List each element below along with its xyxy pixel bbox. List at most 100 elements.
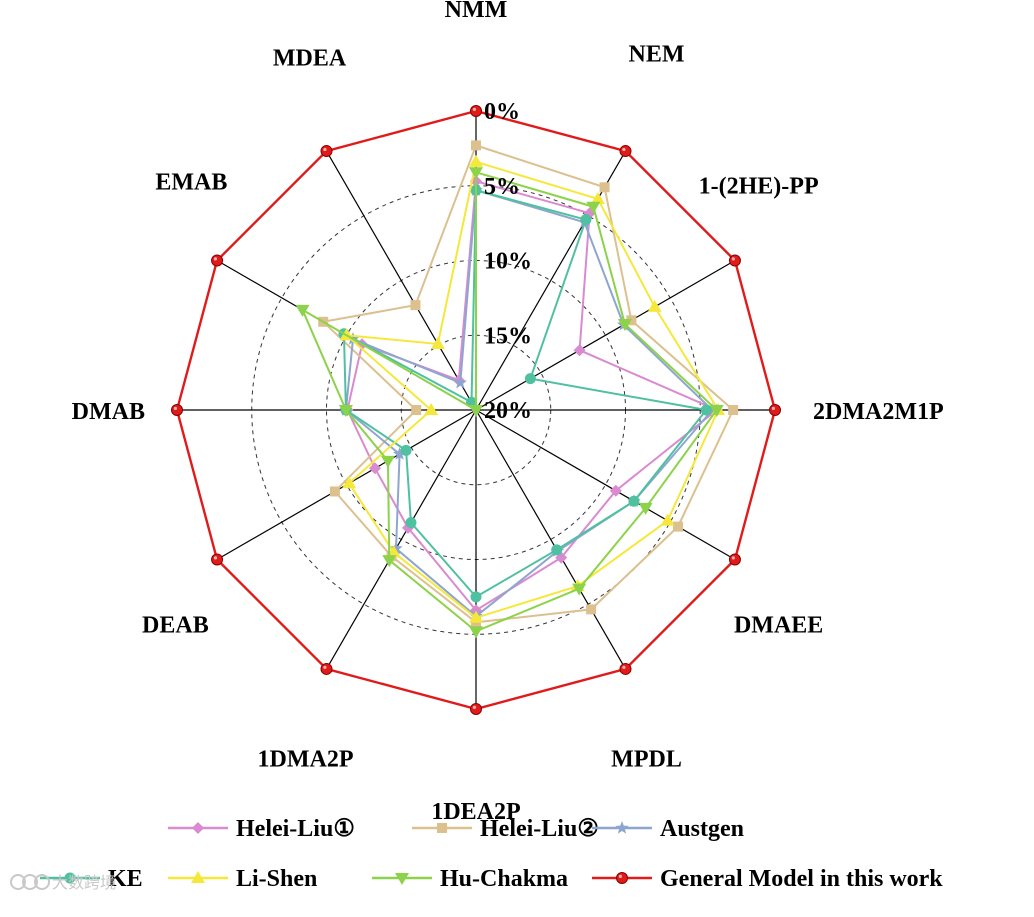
data-point: [469, 405, 483, 417]
data-point: [453, 375, 467, 389]
data-point: [660, 513, 675, 526]
legend-item: KE: [40, 866, 143, 892]
data-point: [320, 145, 333, 158]
data-point: [705, 403, 719, 416]
data-point-highlight: [213, 556, 218, 560]
radial-tick-label: 5%: [484, 174, 520, 200]
data-point: [728, 254, 741, 267]
axis-label: 2DMA2M1P: [813, 399, 944, 425]
series-layer: [171, 105, 781, 715]
data-point: [470, 105, 482, 117]
data-point: [647, 299, 662, 312]
data-point: [700, 404, 712, 416]
data-point-highlight: [323, 147, 327, 152]
axis-label: NEM: [629, 41, 685, 67]
axis-spoke: [325, 409, 477, 670]
axis-label: NMM: [445, 0, 508, 23]
legend-label: Helei-Liu①: [236, 816, 355, 842]
data-point: [615, 821, 629, 834]
data-point: [64, 872, 76, 884]
data-point-highlight: [472, 705, 476, 710]
series-general-model-in-this-work: [171, 105, 781, 715]
series-hu-chakma: [295, 167, 724, 639]
data-point: [617, 319, 632, 332]
axis-spoke: [475, 409, 627, 670]
data-point-highlight: [173, 406, 177, 410]
data-point: [329, 486, 340, 497]
data-point: [551, 544, 563, 556]
data-point: [471, 140, 481, 151]
legend-item: Helei-Liu②: [412, 816, 599, 842]
watermark-text: 大数跨境: [52, 873, 116, 892]
data-point: [405, 517, 417, 529]
data-point: [211, 254, 224, 267]
axis-label: DMAEE: [734, 613, 823, 639]
data-point: [295, 304, 310, 317]
data-point-highlight: [472, 107, 476, 111]
legend-label: Li-Shen: [236, 866, 317, 892]
data-point: [728, 553, 741, 566]
series-line: [321, 144, 735, 624]
data-point: [524, 373, 536, 385]
data-point: [211, 553, 224, 566]
legend-item: General Model in this work: [592, 866, 943, 892]
legend-label: Austgen: [660, 816, 744, 842]
data-point: [386, 545, 401, 558]
data-point: [380, 455, 395, 468]
data-point: [628, 495, 640, 507]
data-point: [599, 182, 610, 193]
legend-item: Austgen: [592, 816, 744, 842]
axis-label: 1DEA2P: [431, 799, 520, 825]
data-point: [424, 403, 439, 415]
radial-tick-label: 0%: [484, 99, 520, 125]
data-point: [320, 662, 333, 675]
axis-spoke: [475, 150, 627, 411]
data-point: [430, 336, 445, 349]
radial-tick-label: 20%: [484, 398, 532, 424]
data-point: [728, 405, 739, 415]
data-point: [389, 541, 403, 555]
axis-spoke: [475, 259, 736, 411]
data-point: [638, 502, 653, 515]
legend-item: Hu-Chakma: [372, 866, 568, 892]
data-point: [400, 444, 412, 456]
data-point: [342, 476, 357, 489]
data-point: [619, 662, 632, 675]
series-ke: [338, 184, 712, 603]
data-point: [470, 591, 482, 603]
data-point-highlight: [731, 257, 735, 261]
data-point: [470, 703, 482, 715]
data-point: [769, 404, 781, 416]
data-point: [410, 300, 421, 311]
data-point: [338, 405, 353, 417]
data-point: [469, 167, 483, 180]
data-point: [171, 404, 183, 416]
data-point: [469, 610, 483, 623]
watermark: 大数跨境: [10, 873, 116, 892]
radial-tick-label: 10%: [484, 249, 532, 275]
legend-label: Hu-Chakma: [440, 866, 568, 892]
data-point: [469, 154, 483, 167]
data-point: [191, 871, 205, 883]
data-point: [572, 583, 587, 596]
data-point: [609, 484, 622, 497]
data-point: [580, 214, 592, 226]
data-point: [382, 555, 397, 568]
data-point: [392, 447, 407, 460]
series-line: [343, 160, 720, 619]
axis-label: DMAB: [72, 399, 145, 425]
data-point-highlight: [771, 406, 776, 410]
legend-item: Li-Shen: [168, 866, 317, 892]
axis-label: MDEA: [273, 45, 347, 71]
watermark-logo: [10, 874, 50, 890]
data-point: [586, 201, 601, 214]
axis-label: MPDL: [611, 747, 682, 773]
data-point: [573, 344, 586, 357]
legend-label: KE: [108, 866, 143, 892]
data-point: [672, 521, 683, 532]
data-point-highlight: [622, 147, 626, 152]
data-point-highlight: [213, 257, 218, 261]
data-point: [469, 626, 483, 639]
data-point: [411, 405, 422, 415]
